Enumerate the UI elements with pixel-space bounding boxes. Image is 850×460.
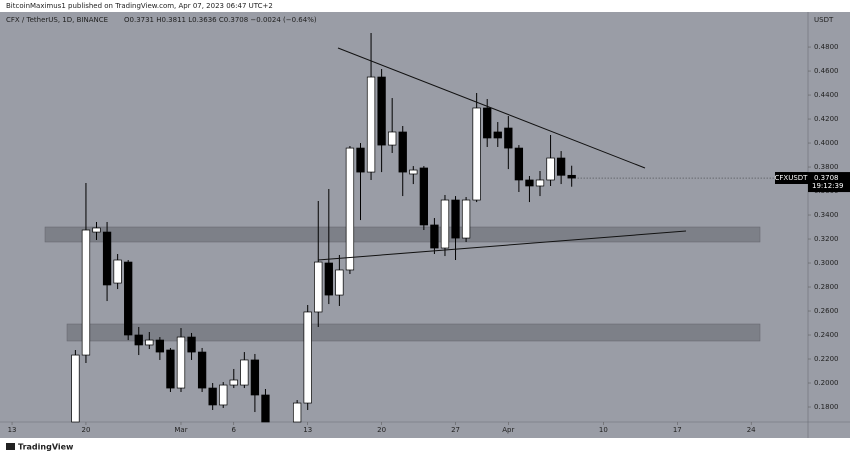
- candle-body: [472, 107, 481, 201]
- y-tick-label: 0.3800: [814, 163, 839, 171]
- candle-body: [176, 336, 186, 389]
- candle-body: [546, 157, 555, 181]
- candle-body: [145, 339, 154, 346]
- candle-body: [240, 359, 249, 386]
- support-zone: [66, 323, 761, 342]
- candle-body: [81, 229, 91, 356]
- y-tick-label: 0.3400: [814, 211, 839, 219]
- candle-body: [187, 336, 196, 353]
- x-tick-label: Mar: [174, 426, 187, 434]
- candle-body: [314, 261, 323, 313]
- last-price-box: [808, 172, 850, 193]
- currency: USDT: [814, 16, 834, 24]
- y-tick-label: 0.2000: [814, 379, 839, 387]
- x-tick-label: 17: [673, 426, 682, 434]
- candle-body: [219, 384, 228, 406]
- candle-body: [430, 224, 439, 249]
- candle-body: [166, 349, 175, 389]
- candle-body: [229, 379, 238, 386]
- y-tick-label: 0.2200: [814, 355, 839, 363]
- candle-body: [155, 339, 165, 353]
- candle-body: [345, 147, 355, 271]
- y-tick-label: 0.4800: [814, 43, 839, 51]
- candle-body: [440, 199, 450, 249]
- support-zone: [44, 226, 761, 243]
- candle-body: [92, 227, 101, 233]
- y-tick-label: 0.1800: [814, 403, 839, 411]
- x-tick-label: 6: [232, 426, 237, 434]
- candle-body: [493, 131, 502, 139]
- candles: [71, 32, 576, 423]
- candle-body: [356, 147, 365, 173]
- y-tick-label: 0.4400: [814, 91, 839, 99]
- candle-body: [409, 169, 418, 175]
- countdown: 19:12:39: [812, 182, 843, 190]
- x-tick-label: 13: [303, 426, 312, 434]
- y-tick-label: 0.3000: [814, 259, 839, 267]
- y-tick-label: 0.3200: [814, 235, 839, 243]
- candle-body: [124, 261, 133, 336]
- y-tick-label: 0.2800: [814, 283, 839, 291]
- candle-body: [197, 351, 207, 389]
- candle-body: [483, 107, 492, 139]
- candle-body: [366, 76, 376, 173]
- candle-body: [514, 147, 524, 181]
- candle-body: [556, 157, 566, 176]
- candle-body: [567, 174, 576, 179]
- candle-body: [134, 334, 143, 346]
- candle-body: [208, 387, 217, 406]
- brand: TradingView: [18, 443, 74, 452]
- price-axis-background: [808, 12, 850, 438]
- candle-body: [398, 131, 407, 173]
- symbol-title: CFX / TetherUS, 1D, BINANCE: [6, 16, 108, 24]
- y-tick-label: 0.2400: [814, 331, 839, 339]
- x-tick-label: 10: [599, 426, 608, 434]
- candle-body: [461, 199, 471, 239]
- footer: TradingView: [6, 443, 74, 452]
- y-tick-label: 0.4000: [814, 139, 839, 147]
- logo: [6, 443, 15, 450]
- y-tick-label: 0.2600: [814, 307, 839, 315]
- x-tick-label: 20: [81, 426, 90, 434]
- candle-body: [250, 359, 260, 396]
- y-tick-label: 0.4600: [814, 67, 839, 75]
- ohlc: O0.3731 H0.3811 L0.3636 C0.3708 −0.0024 …: [124, 16, 317, 24]
- trendline: [337, 47, 646, 169]
- publisher: BitcoinMaximus1 published on TradingView…: [6, 2, 273, 10]
- y-tick-label: 0.4200: [814, 115, 839, 123]
- candle-body: [324, 262, 333, 296]
- candle-body: [504, 127, 513, 149]
- candle-body: [525, 179, 534, 187]
- candle-body: [261, 394, 270, 423]
- candle-body: [102, 231, 112, 286]
- trendline: [317, 230, 687, 261]
- x-tick-label: 24: [747, 426, 756, 434]
- time-axis-background: [0, 422, 808, 438]
- plot-background: [0, 12, 808, 422]
- candle-body: [335, 269, 344, 296]
- candle-body: [113, 259, 122, 284]
- candle-body: [419, 167, 429, 226]
- candle-body: [451, 199, 460, 239]
- candle-body: [292, 402, 302, 423]
- last-price-label: 0.3708: [814, 174, 839, 182]
- x-tick-label: 20: [377, 426, 386, 434]
- candle-body: [71, 354, 80, 423]
- candle-body: [303, 311, 312, 404]
- x-tick-label: Apr: [502, 426, 514, 434]
- candle-body: [535, 179, 545, 187]
- candle-body: [388, 131, 397, 146]
- x-tick-label: 27: [451, 426, 460, 434]
- candle-body: [377, 76, 386, 146]
- x-tick-label: 13: [8, 426, 17, 434]
